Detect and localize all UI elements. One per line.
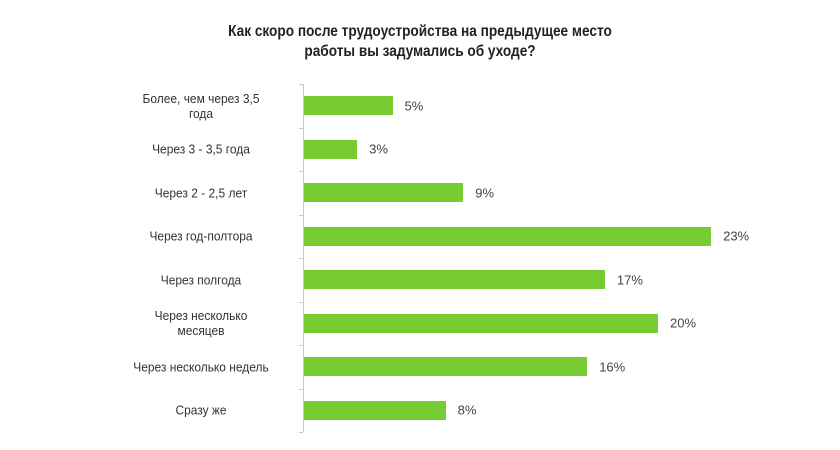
bar-row: Через несколько месяцев 20% xyxy=(0,302,840,346)
data-label: 17% xyxy=(616,272,643,288)
category-label-line: Через несколько недель xyxy=(133,359,269,375)
category-label-line: месяцев xyxy=(177,323,225,339)
category-label-line: Через полгода xyxy=(160,272,242,288)
category-label: Через несколько недель xyxy=(109,359,293,374)
axis-tick xyxy=(299,127,303,129)
bar-row: Более, чем через 3,5 года 5% xyxy=(0,84,840,128)
data-label: 8% xyxy=(457,402,477,418)
category-label-line: Через год-полтора xyxy=(149,228,253,244)
category-axis-line xyxy=(303,84,304,432)
category-label: Через год-полтора xyxy=(109,229,293,244)
axis-tick xyxy=(299,84,303,85)
data-label: 16% xyxy=(599,359,626,375)
category-label: Через полгода xyxy=(109,272,293,287)
chart-title: Как скоро после трудоустройства на преды… xyxy=(50,22,789,62)
bar xyxy=(304,226,712,246)
data-label: 9% xyxy=(475,185,495,201)
bar xyxy=(304,139,358,159)
axis-tick xyxy=(299,388,303,390)
category-label: Сразу же xyxy=(109,403,293,418)
bar xyxy=(304,270,605,290)
bar-row: Сразу же 8% xyxy=(0,389,840,433)
bar-row: Через 3 - 3,5 года 3% xyxy=(0,128,840,172)
bar xyxy=(304,96,393,116)
bar xyxy=(304,400,446,420)
data-label: 3% xyxy=(369,141,388,157)
bar-row: Через год-полтора 23% xyxy=(0,215,840,259)
axis-tick xyxy=(299,301,303,303)
axis-tick xyxy=(299,345,303,346)
category-label-line: Через 2 - 2,5 лет xyxy=(154,185,248,201)
axis-tick xyxy=(299,171,303,172)
category-label: Через несколько месяцев xyxy=(109,308,293,338)
category-label-line: Через 3 - 3,5 года xyxy=(152,141,250,157)
axis-tick xyxy=(299,432,303,433)
data-label: 20% xyxy=(670,315,697,331)
category-label-line: Сразу же xyxy=(175,402,227,418)
bar-row: Через 2 - 2,5 лет 9% xyxy=(0,171,840,215)
axis-tick xyxy=(299,258,303,259)
chart-title-line-1: Как скоро после трудоустройства на преды… xyxy=(228,23,612,40)
category-label: Более, чем через 3,5 года xyxy=(109,91,293,121)
category-label-line: Через несколько xyxy=(154,308,248,324)
bar xyxy=(304,183,464,203)
category-label-line: года xyxy=(188,105,214,121)
bar xyxy=(304,357,588,377)
bar xyxy=(304,313,658,333)
bar-row: Через несколько недель 16% xyxy=(0,345,840,389)
axis-tick xyxy=(299,214,303,216)
category-label: Через 2 - 2,5 лет xyxy=(109,185,293,200)
category-label: Через 3 - 3,5 года xyxy=(109,142,293,157)
data-label: 23% xyxy=(723,228,750,244)
bar-row: Через полгода 17% xyxy=(0,258,840,302)
category-label-line: Более, чем через 3,5 xyxy=(142,90,260,106)
data-label: 5% xyxy=(404,98,424,114)
chart-title-line-2: работы вы задумались об уходе? xyxy=(304,43,536,60)
